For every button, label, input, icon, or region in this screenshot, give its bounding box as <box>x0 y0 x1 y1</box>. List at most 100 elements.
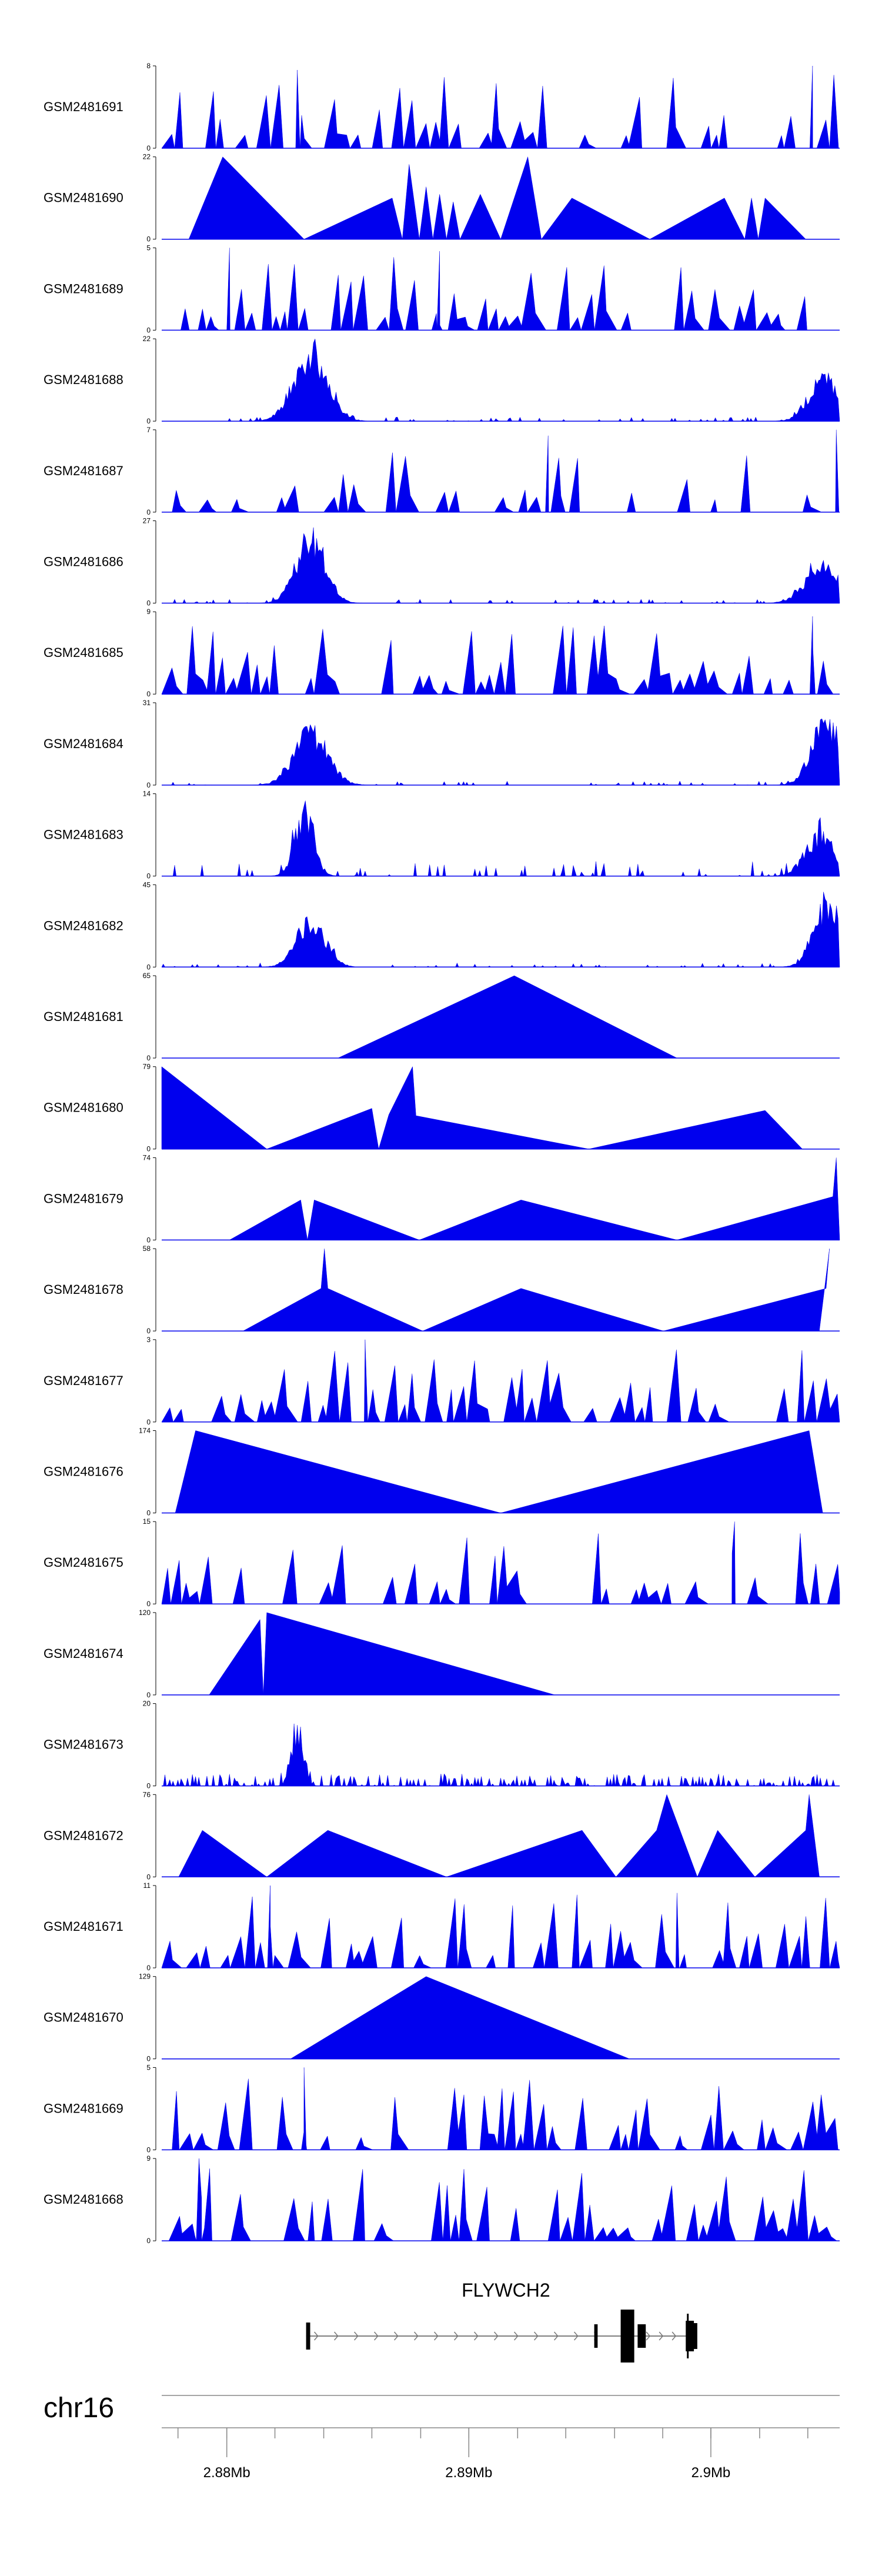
track-label: GSM2481671 <box>44 1919 123 1934</box>
track-GSM2481685: GSM2481685 9 0 <box>44 608 840 698</box>
track-GSM2481688: GSM2481688 22 0 <box>44 335 840 425</box>
track-GSM2481677: GSM2481677 3 0 <box>44 1336 840 1426</box>
gene-exon <box>620 2310 634 2363</box>
track-signal-area <box>162 429 840 513</box>
y-min-label: 0 <box>146 2055 151 2063</box>
y-max-label: 76 <box>143 1790 151 1798</box>
strand-arrow-icon <box>554 2331 559 2341</box>
track-GSM2481676: GSM2481676 174 0 <box>44 1427 840 1517</box>
track-label: GSM2481668 <box>44 2192 123 2207</box>
track-GSM2481681: GSM2481681 65 0 <box>44 972 840 1062</box>
y-max-label: 58 <box>143 1244 151 1253</box>
y-max-label: 3 <box>146 1336 151 1344</box>
track-label: GSM2481681 <box>44 1009 123 1024</box>
strand-arrow-icon <box>314 2331 319 2341</box>
strand-arrow-icon <box>414 2331 419 2341</box>
track-label: GSM2481690 <box>44 191 123 205</box>
track-signal-area <box>229 1157 840 1240</box>
strand-arrow-icon <box>646 2331 651 2341</box>
y-min-label: 0 <box>146 1145 151 1153</box>
track-GSM2481670: GSM2481670 129 0 <box>44 1973 840 2063</box>
track-label: GSM2481675 <box>44 1555 123 1570</box>
track-label: GSM2481679 <box>44 1191 123 1206</box>
strand-arrow-icon <box>671 2331 677 2341</box>
y-min-label: 0 <box>146 1236 151 1244</box>
y-max-label: 22 <box>143 153 151 161</box>
track-signal-area <box>161 65 840 149</box>
data-tracks: GSM248169180GSM2481690220GSM248168950GSM… <box>44 62 840 2245</box>
track-GSM2481687: GSM2481687 7 0 <box>44 426 840 516</box>
track-GSM2481679: GSM2481679 74 0 <box>44 1153 840 1244</box>
y-min-label: 0 <box>146 1873 151 1881</box>
y-min-label: 0 <box>146 1600 151 1608</box>
y-max-label: 22 <box>143 335 151 343</box>
y-max-label: 11 <box>143 1881 151 1890</box>
y-min-label: 0 <box>146 1054 151 1062</box>
track-GSM2481683: GSM2481683 14 0 <box>44 790 840 880</box>
track-GSM2481674: GSM2481674 120 0 <box>44 1609 840 1699</box>
y-max-label: 7 <box>146 426 151 434</box>
track-signal-area <box>290 1976 630 2059</box>
y-min-label: 0 <box>146 1782 151 1790</box>
y-max-label: 5 <box>146 2063 151 2071</box>
track-label: GSM2481669 <box>44 2101 123 2115</box>
track-GSM2481678: GSM2481678 58 0 <box>44 1244 840 1335</box>
track-signal-area <box>161 892 840 967</box>
gene-exon <box>691 2323 697 2349</box>
gene-exon <box>306 2323 310 2350</box>
track-signal-area <box>243 1249 830 1332</box>
track-label: GSM2481672 <box>44 1828 123 1843</box>
y-max-label: 79 <box>143 1063 151 1071</box>
track-GSM2481669: GSM2481669 5 0 <box>44 2063 840 2154</box>
y-min-label: 0 <box>146 963 151 971</box>
y-min-label: 0 <box>146 417 151 425</box>
strand-arrow-icon <box>659 2331 664 2341</box>
y-max-label: 9 <box>146 2154 151 2163</box>
strand-arrow-icon <box>574 2331 579 2341</box>
y-max-label: 129 <box>139 1973 151 1981</box>
y-min-label: 0 <box>146 781 151 789</box>
track-label: GSM2481684 <box>44 736 123 751</box>
axis-tick-label: 2.88Mb <box>203 2465 250 2481</box>
y-max-label: 120 <box>139 1609 151 1617</box>
track-label: GSM2481686 <box>44 555 123 569</box>
strand-arrow-icon <box>474 2331 479 2341</box>
track-GSM2481668: GSM2481668 9 0 <box>44 2154 840 2245</box>
strand-arrow-icon <box>334 2331 339 2341</box>
track-signal-area <box>162 1723 840 1787</box>
gene-exon <box>637 2324 646 2348</box>
track-signal-area <box>162 527 840 603</box>
track-GSM2481682: GSM2481682 45 0 <box>44 880 840 971</box>
y-min-label: 0 <box>146 690 151 698</box>
y-min-label: 0 <box>146 599 151 608</box>
y-max-label: 14 <box>143 790 151 798</box>
track-signal-area <box>161 1521 840 1605</box>
y-min-label: 0 <box>146 144 151 152</box>
track-GSM2481689: GSM2481689 5 0 <box>44 243 840 334</box>
y-max-label: 27 <box>143 517 151 525</box>
track-label: GSM2481682 <box>44 918 123 933</box>
track-GSM2481675: GSM2481675 15 0 <box>44 1517 840 1608</box>
track-GSM2481672: GSM2481672 76 0 <box>44 1790 840 1881</box>
axis-tick-label: 2.9Mb <box>691 2465 731 2481</box>
track-signal-area <box>338 975 677 1059</box>
track-label: GSM2481680 <box>44 1100 123 1115</box>
track-label: GSM2481674 <box>44 1646 123 1661</box>
strand-arrow-icon <box>494 2331 499 2341</box>
y-max-label: 8 <box>146 62 151 70</box>
strand-arrow-icon <box>514 2331 519 2341</box>
track-label: GSM2481678 <box>44 1282 123 1297</box>
track-label: GSM2481691 <box>44 99 123 114</box>
track-label: GSM2481687 <box>44 463 123 478</box>
axis-tick-label: 2.89Mb <box>445 2465 492 2481</box>
y-min-label: 0 <box>146 326 151 334</box>
y-min-label: 0 <box>146 508 151 516</box>
track-signal-area <box>178 1794 820 1877</box>
strand-arrow-icon <box>374 2331 379 2341</box>
track-label: GSM2481683 <box>44 827 123 842</box>
track-signal-area <box>161 1066 803 1149</box>
track-GSM2481684: GSM2481684 31 0 <box>44 699 840 789</box>
track-GSM2481691: GSM2481691 8 0 <box>44 62 840 152</box>
chromosome-label: chr16 <box>44 2393 114 2424</box>
